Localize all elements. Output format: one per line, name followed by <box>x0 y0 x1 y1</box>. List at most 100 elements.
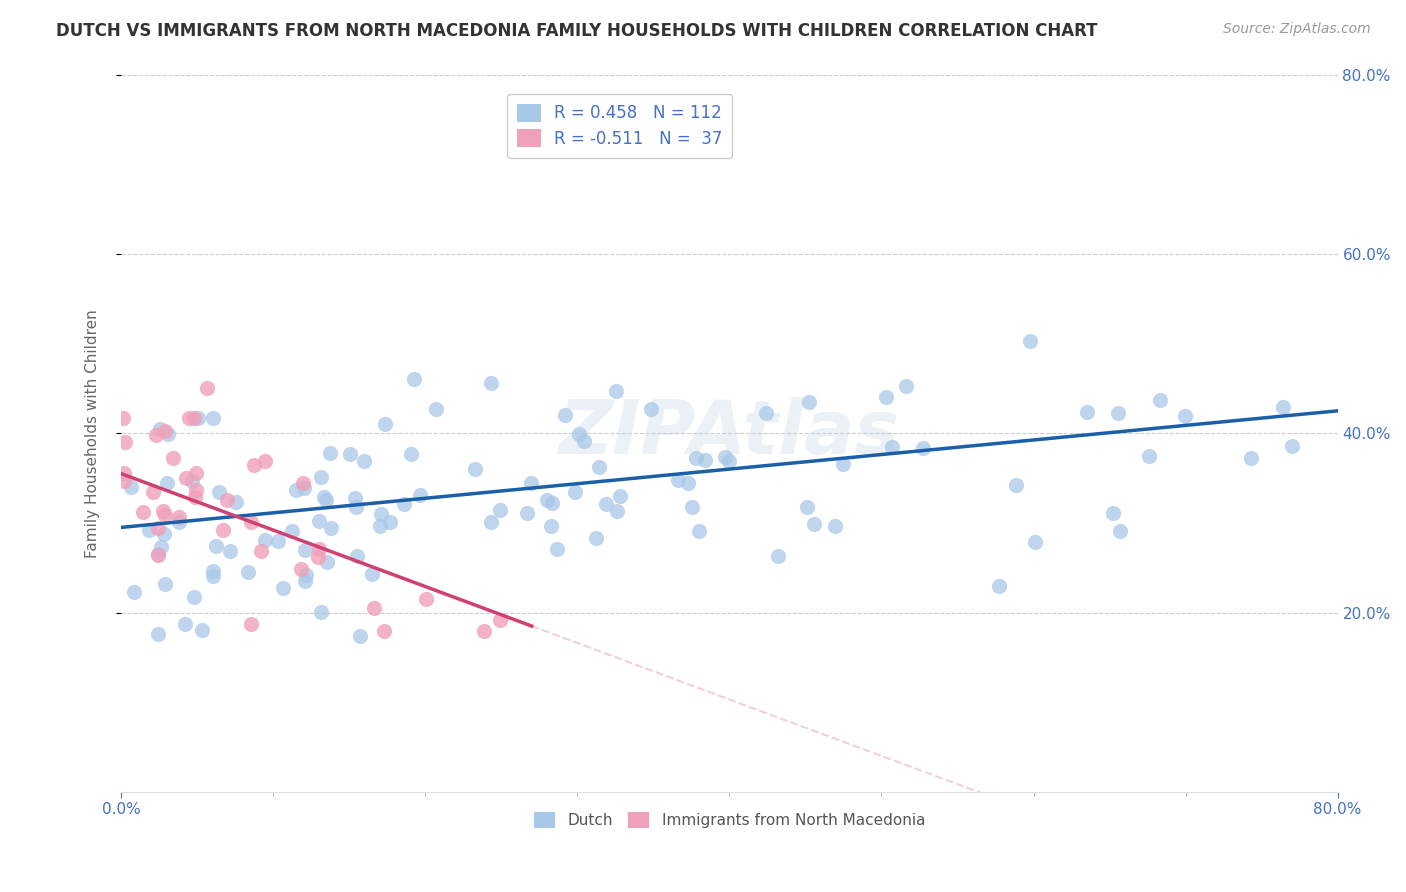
Point <box>138 524 160 538</box>
Point <box>315 555 337 569</box>
Point <box>225 494 247 508</box>
Point <box>156 475 179 490</box>
Point <box>183 410 205 425</box>
Point <box>152 504 174 518</box>
Point <box>346 549 368 564</box>
Point <box>803 517 825 532</box>
Point <box>219 544 242 558</box>
Point <box>606 504 628 518</box>
Point <box>754 406 776 420</box>
Point <box>308 541 330 556</box>
Point <box>112 410 135 425</box>
Point <box>1149 392 1171 407</box>
Point <box>796 500 818 514</box>
Point <box>425 401 447 416</box>
Point <box>349 629 371 643</box>
Point <box>374 417 396 431</box>
Point <box>149 422 172 436</box>
Point <box>368 519 391 533</box>
Point <box>540 519 562 533</box>
Point <box>236 565 259 579</box>
Point <box>208 484 231 499</box>
Point <box>254 454 277 468</box>
Point <box>912 442 935 456</box>
Point <box>153 424 176 438</box>
Point <box>1102 506 1125 520</box>
Point <box>319 445 342 459</box>
Point <box>766 549 789 563</box>
Point <box>243 458 266 472</box>
Point <box>554 408 576 422</box>
Point <box>489 503 512 517</box>
Point <box>1271 400 1294 414</box>
Point <box>1240 450 1263 465</box>
Point <box>595 497 617 511</box>
Point <box>312 491 335 505</box>
Point <box>285 483 308 497</box>
Point <box>211 523 233 537</box>
Point <box>253 533 276 547</box>
Point <box>353 454 375 468</box>
Point <box>472 624 495 638</box>
Point <box>988 579 1011 593</box>
Point <box>1137 449 1160 463</box>
Point <box>1005 478 1028 492</box>
Point <box>142 484 165 499</box>
Point <box>174 471 197 485</box>
Point <box>344 491 367 505</box>
Y-axis label: Family Households with Children: Family Households with Children <box>86 309 100 558</box>
Point <box>479 376 502 390</box>
Point <box>294 481 316 495</box>
Point <box>167 509 190 524</box>
Point <box>202 564 225 578</box>
Point <box>361 567 384 582</box>
Point <box>181 475 204 489</box>
Text: DUTCH VS IMMIGRANTS FROM NORTH MACEDONIA FAMILY HOUSEHOLDS WITH CHILDREN CORRELA: DUTCH VS IMMIGRANTS FROM NORTH MACEDONIA… <box>56 22 1098 40</box>
Point <box>875 390 897 404</box>
Point <box>464 462 486 476</box>
Point <box>183 590 205 604</box>
Point <box>112 474 135 488</box>
Point <box>1024 534 1046 549</box>
Text: ZIPAtlas: ZIPAtlas <box>558 397 900 470</box>
Point <box>880 440 903 454</box>
Point <box>120 480 142 494</box>
Point <box>1281 439 1303 453</box>
Point <box>1174 409 1197 423</box>
Point <box>145 428 167 442</box>
Point <box>373 624 395 638</box>
Point <box>290 562 312 576</box>
Point <box>339 447 361 461</box>
Point <box>695 453 717 467</box>
Point <box>546 541 568 556</box>
Point <box>718 454 741 468</box>
Point <box>215 493 238 508</box>
Point <box>688 524 710 538</box>
Point <box>202 411 225 425</box>
Point <box>266 534 288 549</box>
Point <box>294 543 316 558</box>
Point <box>179 410 201 425</box>
Point <box>392 497 415 511</box>
Point <box>114 435 136 450</box>
Point <box>399 447 422 461</box>
Point <box>536 492 558 507</box>
Point <box>271 581 294 595</box>
Point <box>609 489 631 503</box>
Point <box>824 519 846 533</box>
Point <box>370 507 392 521</box>
Point <box>315 492 337 507</box>
Point <box>184 491 207 505</box>
Point <box>146 521 169 535</box>
Point <box>239 616 262 631</box>
Point <box>162 451 184 466</box>
Legend: Dutch, Immigrants from North Macedonia: Dutch, Immigrants from North Macedonia <box>527 805 931 835</box>
Point <box>204 539 226 553</box>
Point <box>307 549 329 564</box>
Point <box>402 372 425 386</box>
Point <box>516 506 538 520</box>
Point <box>894 379 917 393</box>
Point <box>148 547 170 561</box>
Point <box>564 485 586 500</box>
Point <box>1076 405 1098 419</box>
